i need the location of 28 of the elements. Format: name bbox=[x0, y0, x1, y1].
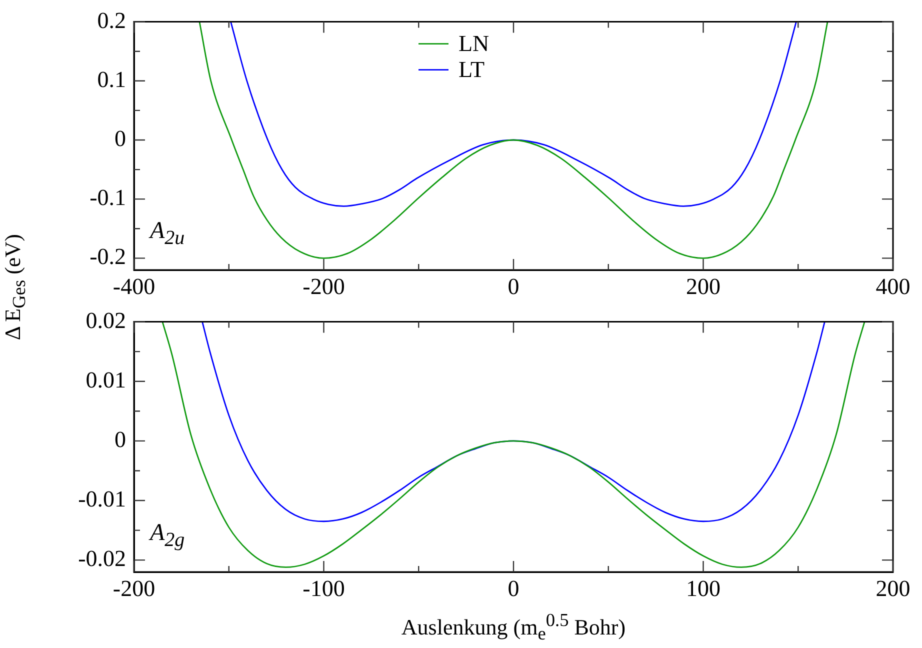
line-series bbox=[202, 322, 826, 522]
y-tick-label: -0.02 bbox=[78, 546, 126, 572]
y-tick-label: -0.01 bbox=[78, 486, 126, 512]
line-series bbox=[230, 22, 797, 207]
annotation: A$_{2g}$ bbox=[150, 520, 185, 552]
x-tick-label: -100 bbox=[302, 576, 345, 601]
x-tick-label: 0 bbox=[508, 274, 520, 299]
y-tick-label: 0.02 bbox=[86, 308, 126, 333]
x-tick-label: 100 bbox=[686, 576, 720, 601]
x-tick-label: 200 bbox=[876, 576, 910, 601]
legend-label: LN bbox=[458, 30, 490, 56]
legend-label: LT bbox=[458, 56, 484, 82]
x-tick-label: 400 bbox=[876, 274, 910, 299]
x-tick-label: 200 bbox=[686, 274, 720, 299]
x-tick-label: -200 bbox=[302, 274, 345, 299]
x-tick-label: 0 bbox=[508, 576, 520, 601]
line-series bbox=[198, 22, 828, 259]
y-tick-label: 0.2 bbox=[97, 8, 126, 33]
y-tick-label: 0 bbox=[114, 126, 126, 152]
y-tick-label: 0.01 bbox=[86, 367, 126, 392]
annotation: A$_{2u}$ bbox=[150, 218, 185, 250]
y-tick-label: -0.1 bbox=[90, 185, 126, 210]
x-tick-label: -200 bbox=[112, 576, 156, 601]
y-tick-label: 0 bbox=[114, 426, 126, 452]
y-tick-label: 0.1 bbox=[97, 66, 126, 92]
x-axis-title: Auslenkung (m$_{e}$$^{0.5}$ Bohr) bbox=[400, 610, 627, 645]
x-tick-label: -400 bbox=[112, 274, 156, 299]
y-tick-label: -0.2 bbox=[90, 244, 126, 270]
